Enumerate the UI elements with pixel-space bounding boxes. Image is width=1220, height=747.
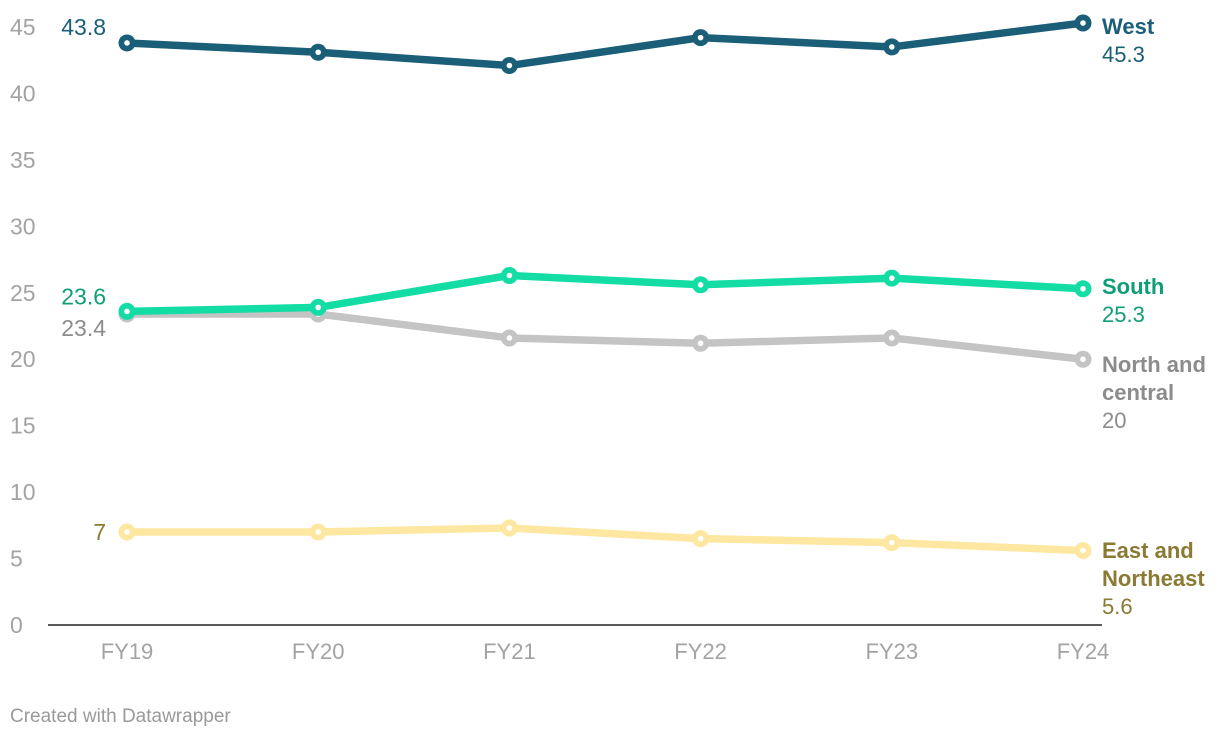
- series-line-south: [123, 271, 1087, 316]
- data-point-dot-west: [889, 44, 895, 50]
- data-point-dot-east-and-northeast: [697, 535, 704, 542]
- start-label-north-and-central: 23.4: [61, 315, 106, 341]
- data-point-dot-east-and-northeast: [1080, 547, 1086, 554]
- x-tick-label: FY21: [483, 639, 536, 664]
- data-point-dot-east-and-northeast: [124, 529, 130, 535]
- series-line-west: [123, 19, 1087, 70]
- data-point-dot-south: [697, 282, 704, 288]
- y-tick-label: 45: [10, 14, 36, 40]
- data-point-dot-east-and-northeast: [506, 525, 513, 531]
- y-tick-label: 10: [10, 479, 36, 505]
- y-tick-label: 30: [10, 213, 36, 239]
- x-tick-label: FY19: [101, 639, 154, 664]
- series-line-east-and-northeast: [123, 524, 1087, 555]
- data-point-dot-south: [124, 308, 130, 315]
- data-point-dot-east-and-northeast: [889, 539, 895, 546]
- y-tick-label: 25: [10, 280, 36, 306]
- data-point-dot-north-and-central: [506, 335, 513, 341]
- start-label-east-and-northeast: 7: [93, 519, 106, 545]
- series-name-label-east-and-northeast: East and: [1102, 538, 1194, 563]
- data-point-dot-south: [1080, 285, 1086, 292]
- y-tick-label: 35: [10, 147, 36, 173]
- y-tick-label: 15: [10, 413, 36, 439]
- x-tick-label: FY20: [292, 639, 345, 664]
- series-name-label-east-and-northeast: Northeast: [1102, 566, 1205, 591]
- footer-credit: Created with Datawrapper: [10, 706, 231, 727]
- end-value-label-west: 45.3: [1102, 42, 1145, 67]
- series-name-label-north-and-central: North and: [1102, 352, 1206, 377]
- end-value-label-south: 25.3: [1102, 302, 1145, 327]
- series-name-label-north-and-central: central: [1102, 380, 1174, 405]
- data-point-dot-north-and-central: [889, 335, 895, 341]
- data-point-dot-east-and-northeast: [315, 529, 322, 535]
- y-tick-label: 0: [10, 612, 23, 638]
- data-point-dot-north-and-central: [1080, 356, 1086, 363]
- start-label-west: 43.8: [61, 14, 106, 40]
- y-tick-label: 20: [10, 346, 36, 372]
- y-tick-label: 5: [10, 546, 23, 572]
- data-point-dot-south: [315, 304, 322, 311]
- series-name-label-south: South: [1102, 274, 1164, 299]
- data-point-dot-south: [506, 272, 513, 279]
- series-name-label-west: West: [1102, 14, 1155, 39]
- data-point-dot-west: [506, 62, 513, 69]
- y-tick-label: 40: [10, 80, 36, 106]
- data-point-dot-north-and-central: [697, 340, 704, 347]
- x-tick-label: FY24: [1057, 639, 1110, 664]
- x-tick-label: FY23: [866, 639, 919, 664]
- data-point-dot-west: [697, 34, 704, 41]
- data-point-dot-west: [1080, 20, 1086, 26]
- data-point-dot-west: [315, 49, 322, 56]
- x-tick-label: FY22: [674, 639, 727, 664]
- end-value-label-north-and-central: 20: [1102, 408, 1126, 433]
- end-value-label-east-and-northeast: 5.6: [1102, 594, 1133, 619]
- start-label-south: 23.6: [61, 283, 106, 309]
- data-point-dot-south: [889, 275, 895, 281]
- series-line-north-and-central: [123, 310, 1087, 363]
- data-point-dot-west: [124, 40, 130, 46]
